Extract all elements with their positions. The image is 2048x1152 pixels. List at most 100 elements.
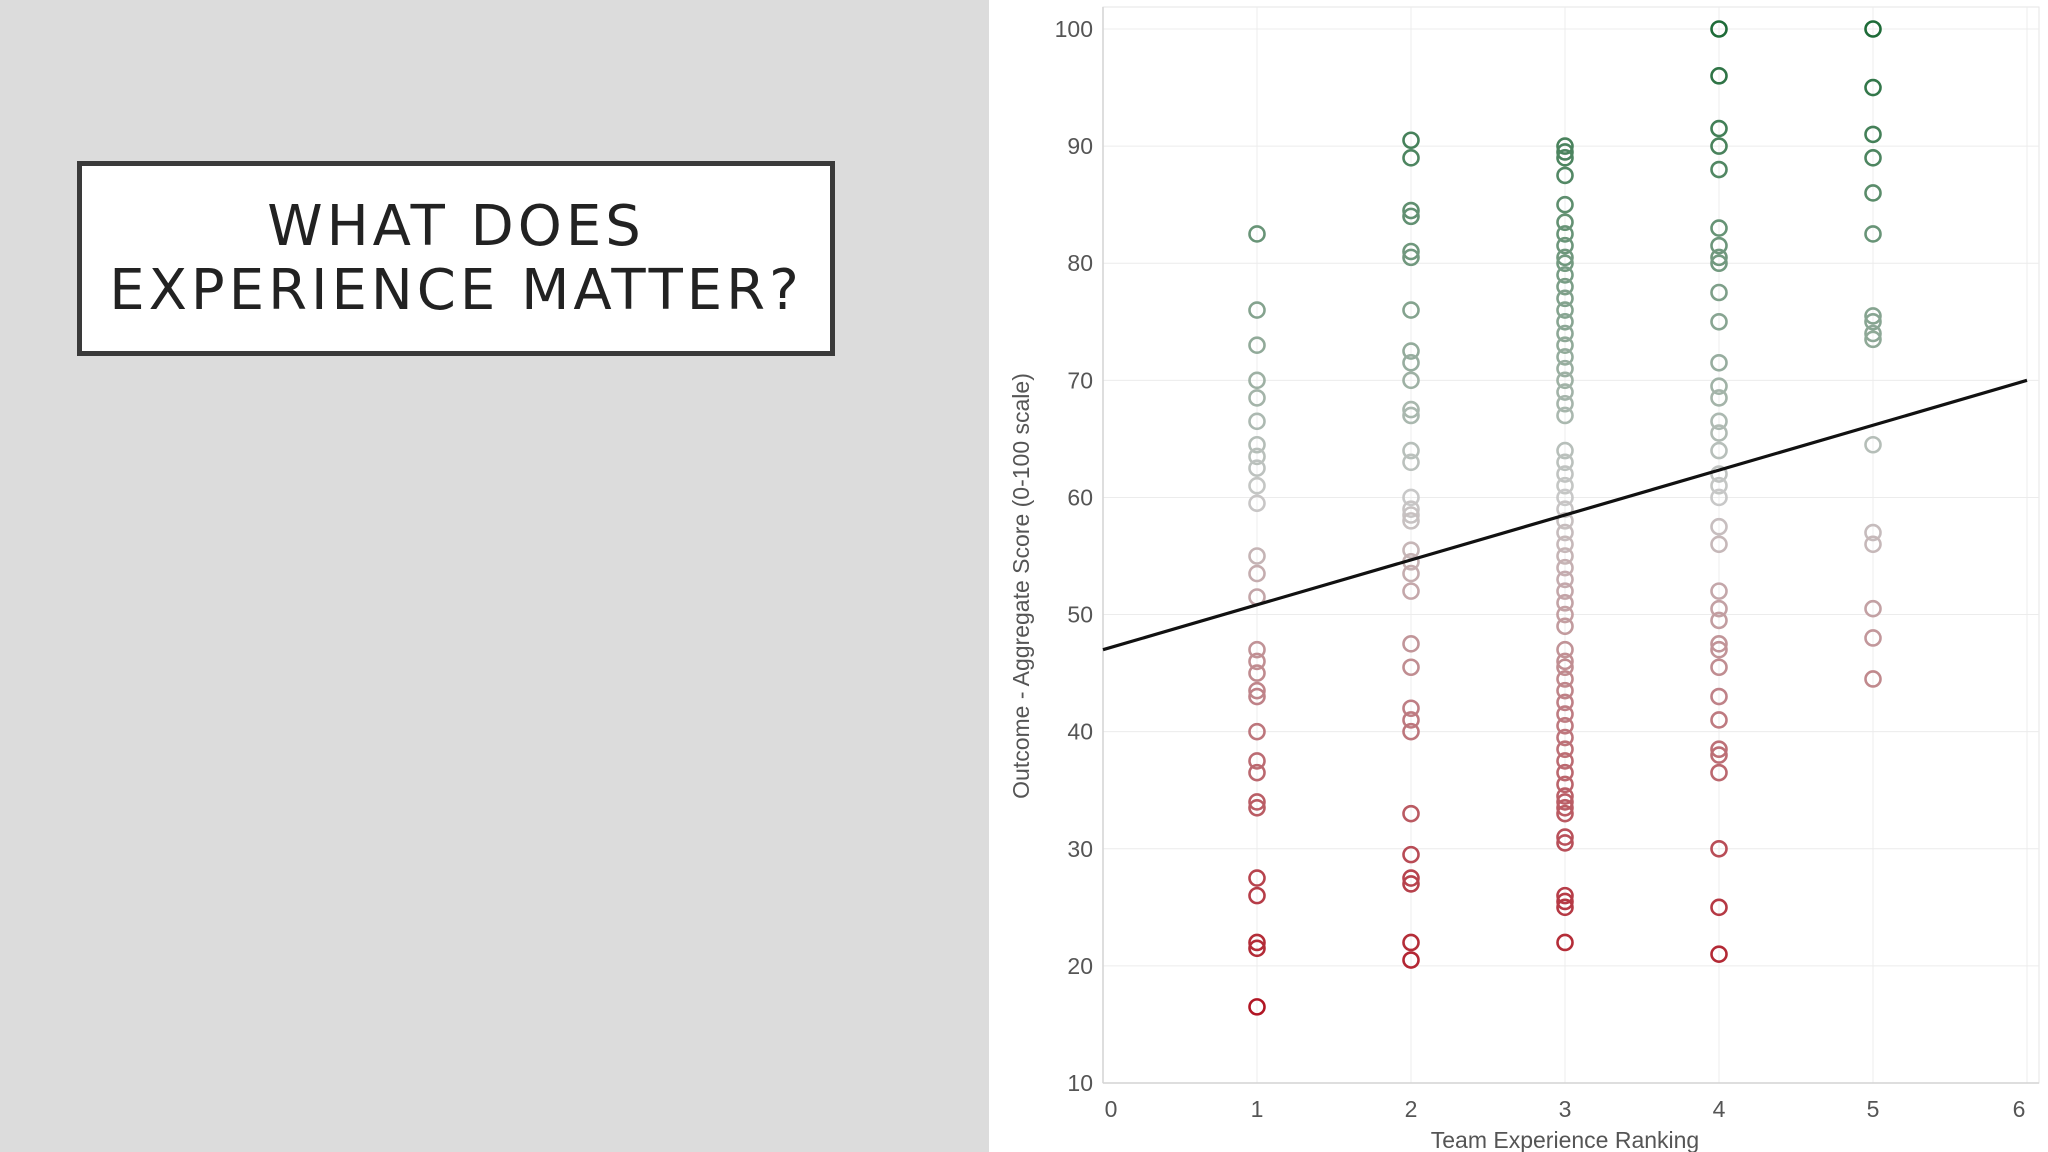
data-point [1402, 951, 1420, 969]
data-point [1710, 137, 1728, 155]
data-point [1556, 213, 1574, 232]
data-point [1402, 635, 1420, 653]
data-point [1710, 763, 1728, 782]
data-point [1710, 635, 1728, 653]
y-tick-label: 20 [1067, 953, 1093, 979]
data-point [1402, 342, 1420, 360]
data-point [1402, 933, 1420, 952]
data-point [1402, 699, 1420, 718]
data-point [1556, 570, 1574, 589]
data-point [1402, 371, 1420, 390]
data-point [1402, 506, 1420, 524]
y-tick-label: 100 [1055, 16, 1093, 42]
data-point [1864, 312, 1882, 331]
data-point [1248, 939, 1266, 958]
data-point [1556, 558, 1574, 577]
data-point [1556, 640, 1574, 659]
data-point [1248, 869, 1266, 887]
data-point [1248, 664, 1266, 682]
data-point [1556, 933, 1574, 952]
data-point [1248, 564, 1266, 583]
data-point [1710, 945, 1728, 963]
data-point [1864, 149, 1882, 167]
data-point [1402, 541, 1420, 559]
data-point [1248, 933, 1266, 952]
data-point [1556, 324, 1574, 343]
data-point [1710, 740, 1728, 759]
data-point [1248, 798, 1266, 817]
data-point [1402, 301, 1420, 319]
title-box: WHAT DOES EXPERIENCE MATTER? [77, 161, 835, 356]
data-point [1402, 845, 1420, 864]
data-point [1556, 617, 1574, 636]
data-point [1710, 658, 1728, 677]
data-point [1402, 406, 1420, 425]
y-axis-label: Outcome - Aggregate Score (0-100 scale) [1008, 373, 1034, 799]
data-point [1864, 629, 1882, 647]
data-point [1710, 424, 1728, 442]
data-point [1556, 681, 1574, 700]
data-point [1556, 693, 1574, 712]
y-tick-label: 50 [1067, 602, 1093, 628]
data-point [1402, 488, 1420, 507]
data-point [1710, 640, 1728, 659]
data-point [1556, 804, 1574, 823]
data-point [1402, 131, 1420, 150]
data-point [1556, 277, 1574, 296]
data-point [1710, 488, 1728, 507]
data-point [1248, 681, 1266, 700]
data-point [1556, 359, 1574, 378]
points-layer [1248, 20, 1882, 1016]
data-point [1402, 441, 1420, 460]
data-point [1710, 119, 1728, 138]
data-point [1710, 67, 1728, 85]
data-point [1710, 898, 1728, 917]
data-point [1402, 869, 1420, 887]
data-point [1556, 798, 1574, 817]
data-point [1402, 207, 1420, 226]
data-point [1402, 242, 1420, 261]
data-point [1710, 20, 1728, 38]
data-point [1864, 330, 1882, 349]
chart-panel: 10 20 30 40 50 60 70 80 90 100 0 1 2 3 4 5 6 Team Experie… [989, 0, 2048, 1152]
data-point [1402, 201, 1420, 220]
data-point [1710, 465, 1728, 483]
data-point [1556, 143, 1574, 161]
data-point [1402, 149, 1420, 167]
data-point [1402, 512, 1420, 530]
data-point [1556, 248, 1574, 267]
data-point [1402, 564, 1420, 583]
data-point [1556, 787, 1574, 805]
data-point [1710, 236, 1728, 255]
x-tick-label: 0 [1105, 1096, 1118, 1122]
data-point [1556, 312, 1574, 331]
x-tick-label: 5 [1867, 1096, 1880, 1122]
data-point [1248, 301, 1266, 319]
data-point [1864, 20, 1882, 38]
data-point [1248, 722, 1266, 741]
data-point [1556, 149, 1574, 167]
data-point [1556, 886, 1574, 905]
data-point [1556, 225, 1574, 243]
data-point [1710, 711, 1728, 729]
x-axis-label: Team Experience Ranking [1431, 1127, 1699, 1152]
labels-layer: 10 20 30 40 50 60 70 80 90 100 0 1 2 3 4 5 6 Team Experie… [1008, 16, 2025, 1152]
data-point [1556, 582, 1574, 600]
data-point [1556, 441, 1574, 460]
data-point [1710, 611, 1728, 630]
data-point [1248, 494, 1266, 513]
data-point [1556, 348, 1574, 366]
data-point [1248, 447, 1266, 466]
data-point [1556, 834, 1574, 852]
data-point [1248, 547, 1266, 565]
scatter-chart: 10 20 30 40 50 60 70 80 90 100 0 1 2 3 4 5 6 Team Experie… [1008, 6, 2040, 1152]
data-point [1556, 523, 1574, 542]
x-tick-label: 4 [1713, 1096, 1726, 1122]
x-tick-label: 1 [1251, 1096, 1264, 1122]
data-point [1710, 582, 1728, 600]
data-point [1402, 500, 1420, 518]
y-tick-label: 60 [1067, 484, 1093, 510]
data-point [1710, 377, 1728, 395]
data-point [1710, 219, 1728, 237]
data-point [1864, 523, 1882, 542]
